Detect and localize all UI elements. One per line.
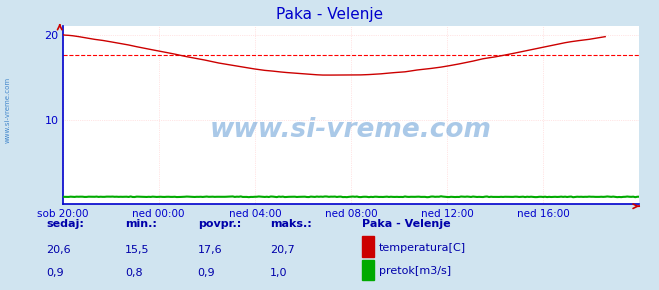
Text: pretok[m3/s]: pretok[m3/s] [379,266,451,276]
Text: min.:: min.: [125,219,157,229]
Text: www.si-vreme.com: www.si-vreme.com [210,117,492,143]
Text: 0,9: 0,9 [198,269,215,278]
Text: 0,9: 0,9 [46,269,64,278]
Text: Paka - Velenje: Paka - Velenje [276,7,383,22]
Text: sedaj:: sedaj: [46,219,84,229]
Text: 20,7: 20,7 [270,245,295,255]
Text: povpr.:: povpr.: [198,219,241,229]
Text: Paka - Velenje: Paka - Velenje [362,219,451,229]
Text: 17,6: 17,6 [198,245,222,255]
Text: 0,8: 0,8 [125,269,143,278]
Text: 15,5: 15,5 [125,245,150,255]
Text: 20,6: 20,6 [46,245,71,255]
Text: temperatura[C]: temperatura[C] [379,243,466,253]
Text: www.si-vreme.com: www.si-vreme.com [5,77,11,143]
Text: maks.:: maks.: [270,219,312,229]
Text: 1,0: 1,0 [270,269,288,278]
